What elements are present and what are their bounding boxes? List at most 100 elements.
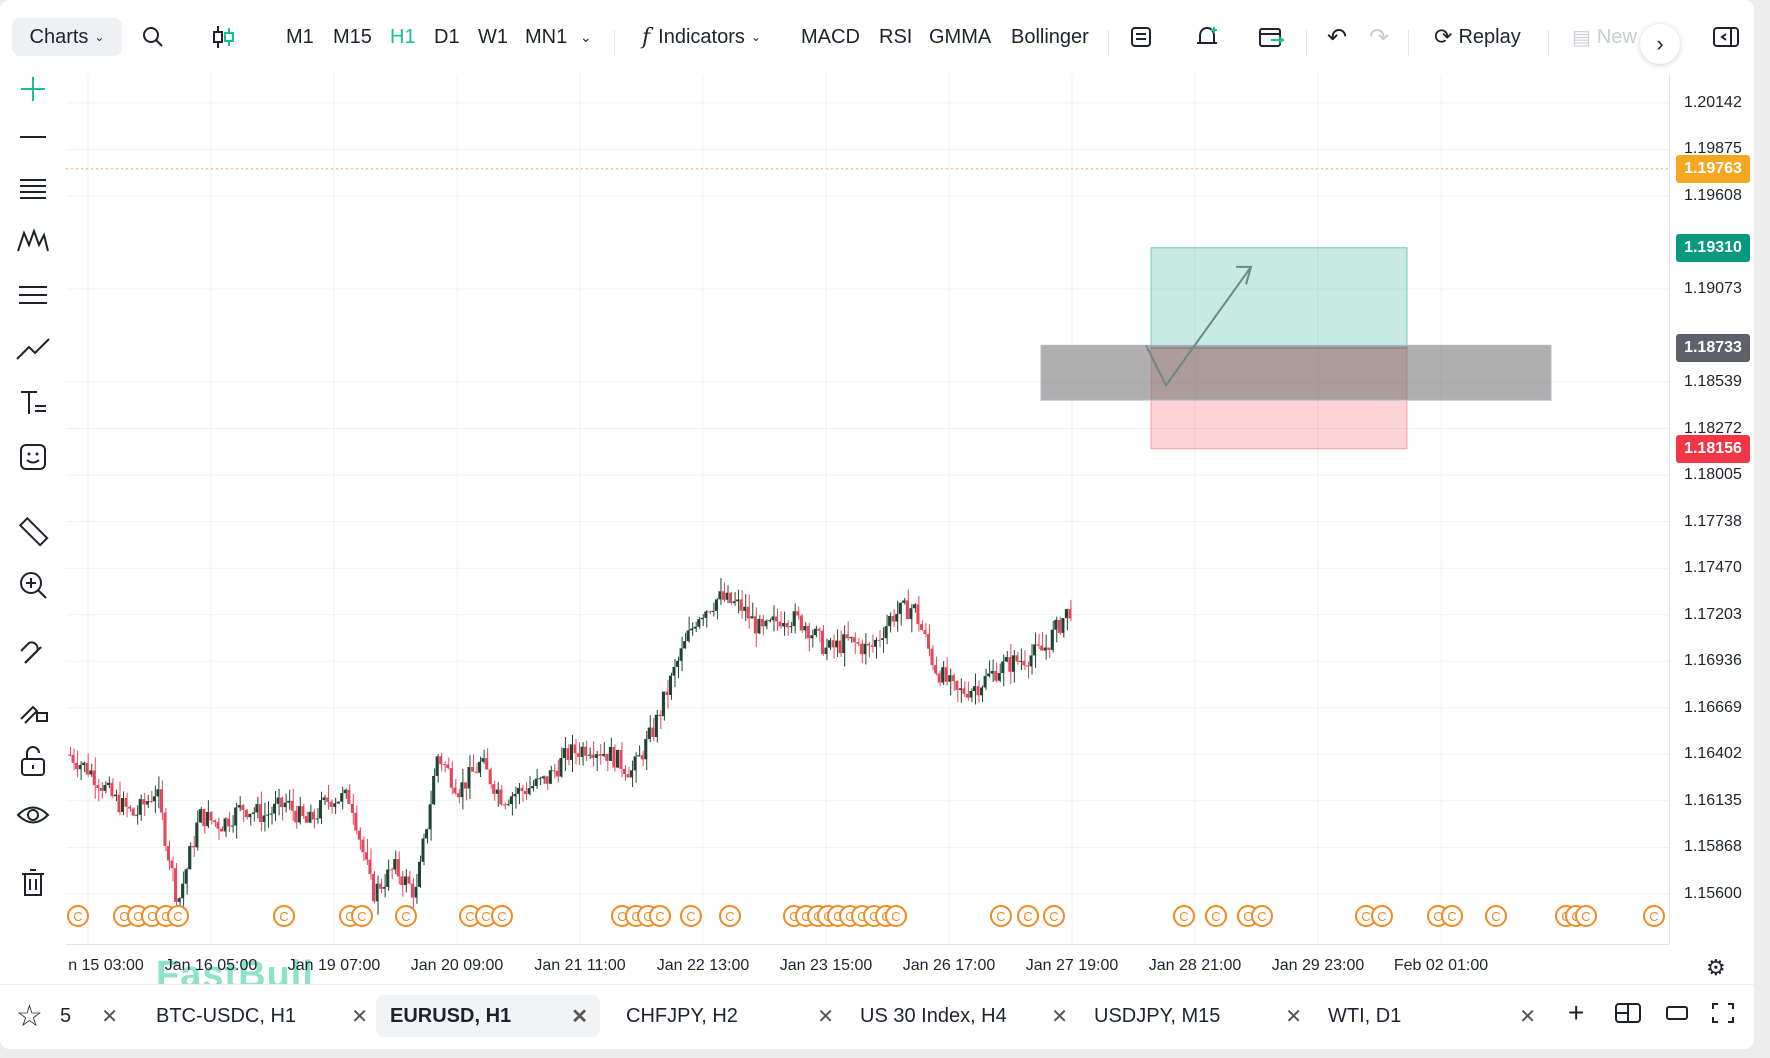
candle-body <box>220 828 224 832</box>
charts-label: Charts <box>29 25 89 48</box>
candle-body <box>255 804 259 813</box>
close-icon[interactable]: ✕ <box>351 1005 368 1028</box>
chart-tab[interactable]: 5 ✕ <box>60 995 130 1037</box>
undo-icon[interactable]: ↶ <box>1326 23 1348 51</box>
alert-bell-icon[interactable] <box>1194 18 1220 56</box>
price-axis[interactable]: 1.20142 1.19875 1.19608 1.19073 1.18539 1.182… <box>1669 74 1754 944</box>
timeframe-w1[interactable]: W1 <box>478 25 508 48</box>
price-axis-label: 1.20142 <box>1684 93 1742 111</box>
single-layout-icon[interactable] <box>1664 1001 1690 1030</box>
candle-body <box>909 608 913 620</box>
pattern-icon[interactable] <box>12 220 54 262</box>
candle-body <box>163 812 167 847</box>
zoom-in-icon[interactable] <box>12 564 54 606</box>
chart-tab[interactable]: BTC-USDC, H1 ✕ <box>142 995 380 1037</box>
chart-tab[interactable]: CHFJPY, H2 ✕ <box>612 995 846 1037</box>
indicators-label: Indicators <box>658 25 745 48</box>
candle-body <box>389 869 393 871</box>
indicator-macd[interactable]: MACD <box>801 25 860 48</box>
layout-grid-icon[interactable] <box>1614 1001 1642 1030</box>
settings-gear-icon[interactable]: ⚙ <box>1706 955 1726 980</box>
timeframe-mn1[interactable]: MN1 <box>525 25 568 48</box>
magnet-icon[interactable] <box>12 634 54 676</box>
chart-tab[interactable]: WTI, D1 ✕ <box>1314 995 1548 1037</box>
channel-icon[interactable] <box>12 274 54 316</box>
event-marker-label: C <box>1377 909 1386 924</box>
candle-body <box>453 787 457 794</box>
trend-line-icon[interactable] <box>12 328 54 370</box>
candle-body <box>686 630 690 642</box>
brush-lock-icon[interactable] <box>12 688 54 730</box>
text-tool-icon[interactable] <box>12 382 54 424</box>
close-icon[interactable]: ✕ <box>1051 1005 1068 1028</box>
chart-tab-active[interactable]: EURUSD, H1 ✕ <box>376 995 600 1037</box>
function-icon: f <box>642 24 651 50</box>
candle-body <box>944 667 948 682</box>
candle-body <box>368 859 372 875</box>
unlock-icon[interactable] <box>12 740 54 782</box>
candle-body <box>470 767 474 772</box>
timeframe-d1[interactable]: D1 <box>434 25 460 48</box>
candle-body <box>767 620 771 622</box>
timeframe-m15[interactable]: M15 <box>333 25 372 48</box>
candle-body <box>326 797 330 802</box>
candle-body <box>248 813 252 818</box>
close-icon[interactable]: ✕ <box>1519 1005 1536 1028</box>
timeframe-h1[interactable]: H1 <box>390 25 416 48</box>
indicator-rsi[interactable]: RSI <box>879 25 913 48</box>
candle-body <box>838 640 842 654</box>
emoji-sticker-icon[interactable] <box>12 436 54 478</box>
separator <box>1108 30 1109 56</box>
event-marker-label: C <box>617 909 626 924</box>
indicator-bollinger[interactable]: Bollinger <box>1011 25 1089 48</box>
close-icon[interactable]: ✕ <box>571 1005 588 1028</box>
candle-body <box>89 770 93 775</box>
time-axis[interactable]: ⚙ n 15 03:00 Jan 16 05:00 Jan 19 07:00 Jan … <box>66 944 1726 985</box>
timeframe-more-chevron-icon[interactable]: ⌄ <box>580 28 592 45</box>
chart-tab[interactable]: USDJPY, M15 ✕ <box>1080 995 1314 1037</box>
replay-label: Replay <box>1458 25 1521 48</box>
ruler-icon[interactable] <box>12 510 54 552</box>
indicators-button[interactable]: f Indicators ⌄ <box>642 18 761 56</box>
candle-body <box>244 809 248 818</box>
close-icon[interactable]: ✕ <box>101 1005 118 1028</box>
candle-body <box>513 793 517 797</box>
candlestick-chart-icon[interactable] <box>210 18 236 56</box>
crosshair-icon[interactable] <box>12 68 54 110</box>
chevron-down-icon: ⌄ <box>750 30 761 44</box>
replay-button[interactable]: ⟳ Replay <box>1434 18 1521 56</box>
calendar-icon[interactable] <box>1256 18 1286 56</box>
candle-body <box>665 691 669 695</box>
scroll-right-chevron-icon[interactable]: › <box>1640 24 1680 64</box>
candle-body <box>354 812 358 831</box>
trash-icon[interactable] <box>12 862 54 904</box>
fibonacci-icon[interactable] <box>12 168 54 210</box>
horizontal-line-icon[interactable] <box>12 116 54 158</box>
chart-tab[interactable]: US 30 Index, H4 ✕ <box>846 995 1080 1037</box>
sidebar-toggle-icon[interactable] <box>1712 18 1740 56</box>
candle-body <box>435 756 439 776</box>
candle-body <box>912 604 916 609</box>
close-icon[interactable]: ✕ <box>1285 1005 1302 1028</box>
candle-body <box>301 806 305 817</box>
tab-label: BTC-USDC, H1 <box>156 1004 297 1027</box>
time-axis-label: Jan 23 15:00 <box>779 957 873 974</box>
fullscreen-icon[interactable] <box>1710 1001 1736 1030</box>
event-marker-label: C <box>1361 909 1370 924</box>
search-icon[interactable] <box>140 18 166 56</box>
event-marker <box>1205 905 1227 927</box>
price-axis-label: 1.15600 <box>1684 885 1742 902</box>
candle-body <box>78 765 82 770</box>
add-tab-plus-icon[interactable]: + <box>1568 997 1585 1028</box>
timeframe-m1[interactable]: M1 <box>286 25 314 48</box>
indicator-gmma[interactable]: GMMA <box>929 25 992 48</box>
close-icon[interactable]: ✕ <box>817 1005 834 1028</box>
charts-menu-button[interactable]: Charts ⌄ <box>12 18 122 56</box>
candle-body <box>1061 618 1065 633</box>
layers-icon[interactable] <box>1128 18 1154 56</box>
favorites-star-icon[interactable]: ☆ <box>16 1000 43 1033</box>
eye-icon[interactable] <box>12 794 54 836</box>
new-button: ▤ New <box>1572 18 1637 56</box>
